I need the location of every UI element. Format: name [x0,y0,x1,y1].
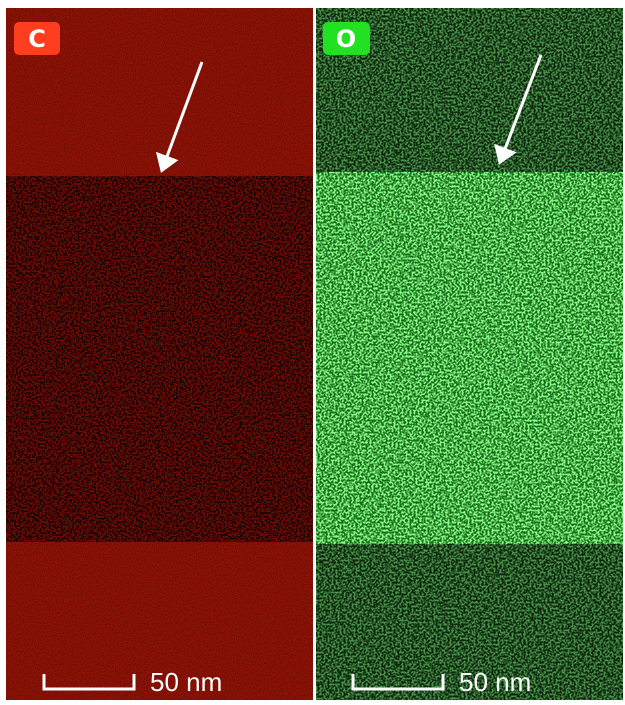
element-label: O [336,25,356,53]
eds-maps: C 50 nm O 50 nm [0,0,625,705]
band-texture [6,176,313,542]
scale-bar-label: 50 nm [459,667,531,697]
carbon-map: C 50 nm [6,8,313,700]
scale-bar-label: 50 nm [150,667,222,697]
page: C 50 nm O 50 nm (() => { const data = JS… [0,0,625,705]
band-texture [316,172,623,544]
oxygen-map: O 50 nm [316,8,623,700]
element-label: C [28,25,46,53]
